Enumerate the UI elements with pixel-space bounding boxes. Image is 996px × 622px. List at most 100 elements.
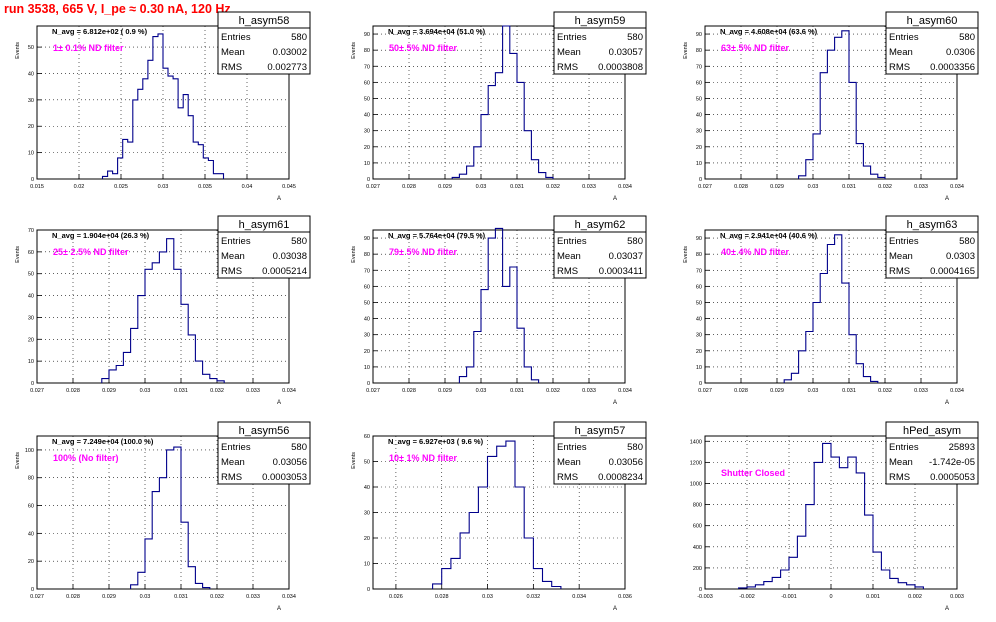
y-tick-label: 0 (367, 381, 370, 387)
stats-label-mean: Mean (557, 47, 581, 58)
x-tick-label: 0.03 (808, 184, 819, 190)
x-tick-label: 0.03 (476, 184, 487, 190)
x-tick-label: 0.03 (158, 184, 169, 190)
x-axis-title: A (945, 196, 949, 202)
x-tick-label: 0.034 (950, 388, 964, 394)
y-tick-label: 0 (31, 177, 34, 183)
y-tick-label: 800 (693, 503, 702, 509)
stats-label-rms: RMS (889, 62, 910, 73)
y-tick-label: 90 (364, 236, 370, 242)
histogram-series-h_asym60 (798, 30, 886, 179)
stats-box-frame (885, 215, 979, 279)
stats-label-entries: Entries (221, 442, 251, 453)
y-tick-label: 40 (28, 531, 34, 537)
stats-label-rms: RMS (557, 472, 578, 483)
x-tick-label: -0.001 (781, 594, 797, 600)
x-tick-label: 0.03 (482, 594, 493, 600)
filter-note: 1± 0.1% ND filter (53, 43, 124, 53)
stats-label-mean: Mean (557, 251, 581, 262)
histogram-name: h_asym57 (575, 425, 626, 437)
stats-value-entries: 580 (959, 236, 975, 247)
y-axis-title: Events (351, 452, 357, 469)
x-tick-label: -0.003 (697, 594, 713, 600)
x-tick-label: 0.031 (174, 594, 188, 600)
x-tick-label: 0.03 (140, 388, 151, 394)
y-tick-label: 40 (364, 485, 370, 491)
histogram-name: hPed_asym (903, 425, 961, 437)
y-tick-label: 70 (696, 268, 702, 274)
y-tick-label: 40 (364, 113, 370, 119)
stats-label-mean: Mean (221, 457, 245, 468)
x-tick-label: 0.031 (510, 184, 524, 190)
histogram-series-h_asym57 (432, 440, 562, 589)
y-tick-label: 10 (364, 161, 370, 167)
x-tick-label: 0.036 (618, 594, 632, 600)
y-tick-label: 70 (364, 64, 370, 70)
x-tick-label: 0.027 (698, 184, 712, 190)
x-tick-label: 0.031 (510, 388, 524, 394)
stats-value-mean: 0.03056 (609, 457, 643, 468)
y-axis-title: Events (351, 246, 357, 263)
stats-value-rms: 0.0005053 (930, 472, 975, 483)
y-tick-label: 40 (28, 294, 34, 300)
y-axis-title: Events (683, 42, 689, 59)
y-tick-label: 70 (28, 228, 34, 234)
stats-box-frame (217, 421, 311, 485)
y-tick-label: 20 (28, 559, 34, 565)
y-tick-label: 80 (364, 48, 370, 54)
histogram-panel-h_asym59: 0.027 0.028 0.029 0.03 0.031 0.032 0.033 0.034 0… (351, 11, 647, 202)
histogram-panel-h_asym61: 0.027 0.028 0.029 0.03 0.031 0.032 0.033 0.034 0… (15, 215, 311, 406)
stats-value-entries: 25893 (949, 442, 975, 453)
x-tick-label: 0.031 (174, 388, 188, 394)
y-tick-label: 10 (696, 161, 702, 167)
x-axis-title: A (613, 400, 617, 406)
y-tick-label: 60 (364, 80, 370, 86)
x-tick-label: 0.028 (435, 594, 449, 600)
x-tick-label: 0.034 (572, 594, 586, 600)
x-tick-label: 0.04 (242, 184, 253, 190)
filter-note: 100% (No filter) (53, 453, 119, 463)
navg-label: N_avg = 7.249e+04 (100.0 %) (52, 437, 154, 446)
x-tick-label: 0.032 (878, 388, 892, 394)
stats-box: h_asym57 Entries 580 Mean 0.03056 RMS 0.000823… (553, 421, 647, 485)
stats-value-rms: 0.0003808 (598, 62, 643, 73)
histogram-panel-h_asym58: 0.015 0.02 0.025 0.03 0.035 0.04 0.045 0 10 20 30 4… (15, 11, 311, 202)
histogram-panel-h_asym62: 0.027 0.028 0.029 0.03 0.031 0.032 0.033 0.034 0… (351, 215, 647, 406)
x-tick-label: 0.032 (546, 388, 560, 394)
y-tick-label: 10 (696, 365, 702, 371)
stats-value-mean: 0.03056 (273, 457, 307, 468)
stats-label-rms: RMS (889, 472, 910, 483)
stats-box-frame (217, 11, 311, 75)
stats-box: h_asym56 Entries 580 Mean 0.03056 RMS 0.000305… (217, 421, 311, 485)
navg-label: N_avg = 6.812e+02 ( 0.9 %) (52, 27, 148, 36)
y-tick-label: 1400 (690, 439, 702, 445)
y-tick-label: 0 (31, 381, 34, 387)
y-tick-label: 80 (28, 476, 34, 482)
stats-label-entries: Entries (557, 442, 587, 453)
y-tick-label: 100 (25, 448, 34, 454)
histogram-name: h_asym58 (239, 15, 290, 27)
x-axis-title: A (613, 606, 617, 612)
histogram-panel-hPed_asym: -0.003 -0.002 -0.001 0 0.001 0.002 0.003 0 200 40… (690, 421, 979, 612)
y-tick-label: 60 (364, 284, 370, 290)
y-tick-label: 60 (28, 504, 34, 510)
x-tick-label: -0.002 (739, 594, 755, 600)
x-tick-label: 0.029 (770, 184, 784, 190)
filter-note: 63± 5% ND filter (721, 43, 789, 53)
histogram-name: h_asym59 (575, 15, 626, 27)
histogram-name: h_asym61 (239, 219, 290, 231)
y-tick-label: 30 (364, 333, 370, 339)
x-tick-label: 0.029 (102, 388, 116, 394)
stats-value-entries: 580 (291, 236, 307, 247)
stats-box: h_asym59 Entries 580 Mean 0.03057 RMS 0.000380… (553, 11, 647, 75)
y-tick-label: 70 (364, 268, 370, 274)
stats-box-frame (885, 421, 979, 485)
x-tick-label: 0.034 (618, 388, 632, 394)
stats-value-mean: 0.03037 (609, 251, 643, 262)
x-axis-title: A (945, 400, 949, 406)
x-tick-label: 0.027 (366, 388, 380, 394)
x-tick-label: 0.029 (770, 388, 784, 394)
stats-value-mean: -1.742e-05 (929, 457, 975, 468)
x-axis-title: A (277, 196, 281, 202)
y-tick-label: 60 (364, 434, 370, 440)
